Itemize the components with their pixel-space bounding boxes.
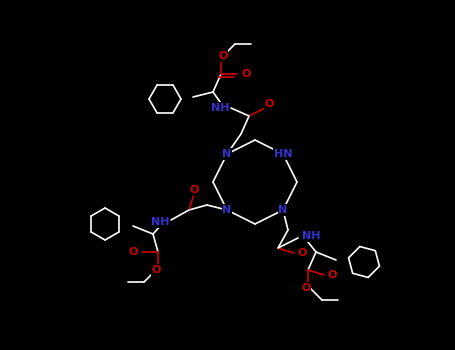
- Text: O: O: [328, 270, 337, 280]
- Text: HN: HN: [274, 149, 292, 159]
- Text: O: O: [298, 248, 308, 258]
- Text: O: O: [189, 185, 199, 195]
- Text: NH: NH: [302, 231, 320, 241]
- Text: O: O: [218, 51, 228, 61]
- Text: O: O: [264, 99, 274, 109]
- Text: N: N: [222, 149, 232, 159]
- Text: O: O: [129, 247, 138, 257]
- Text: O: O: [241, 69, 250, 79]
- Text: O: O: [301, 283, 311, 293]
- Text: NH: NH: [211, 103, 229, 113]
- Text: N: N: [278, 205, 288, 215]
- Text: NH: NH: [151, 217, 169, 227]
- Text: O: O: [152, 265, 161, 275]
- Text: N: N: [222, 205, 232, 215]
